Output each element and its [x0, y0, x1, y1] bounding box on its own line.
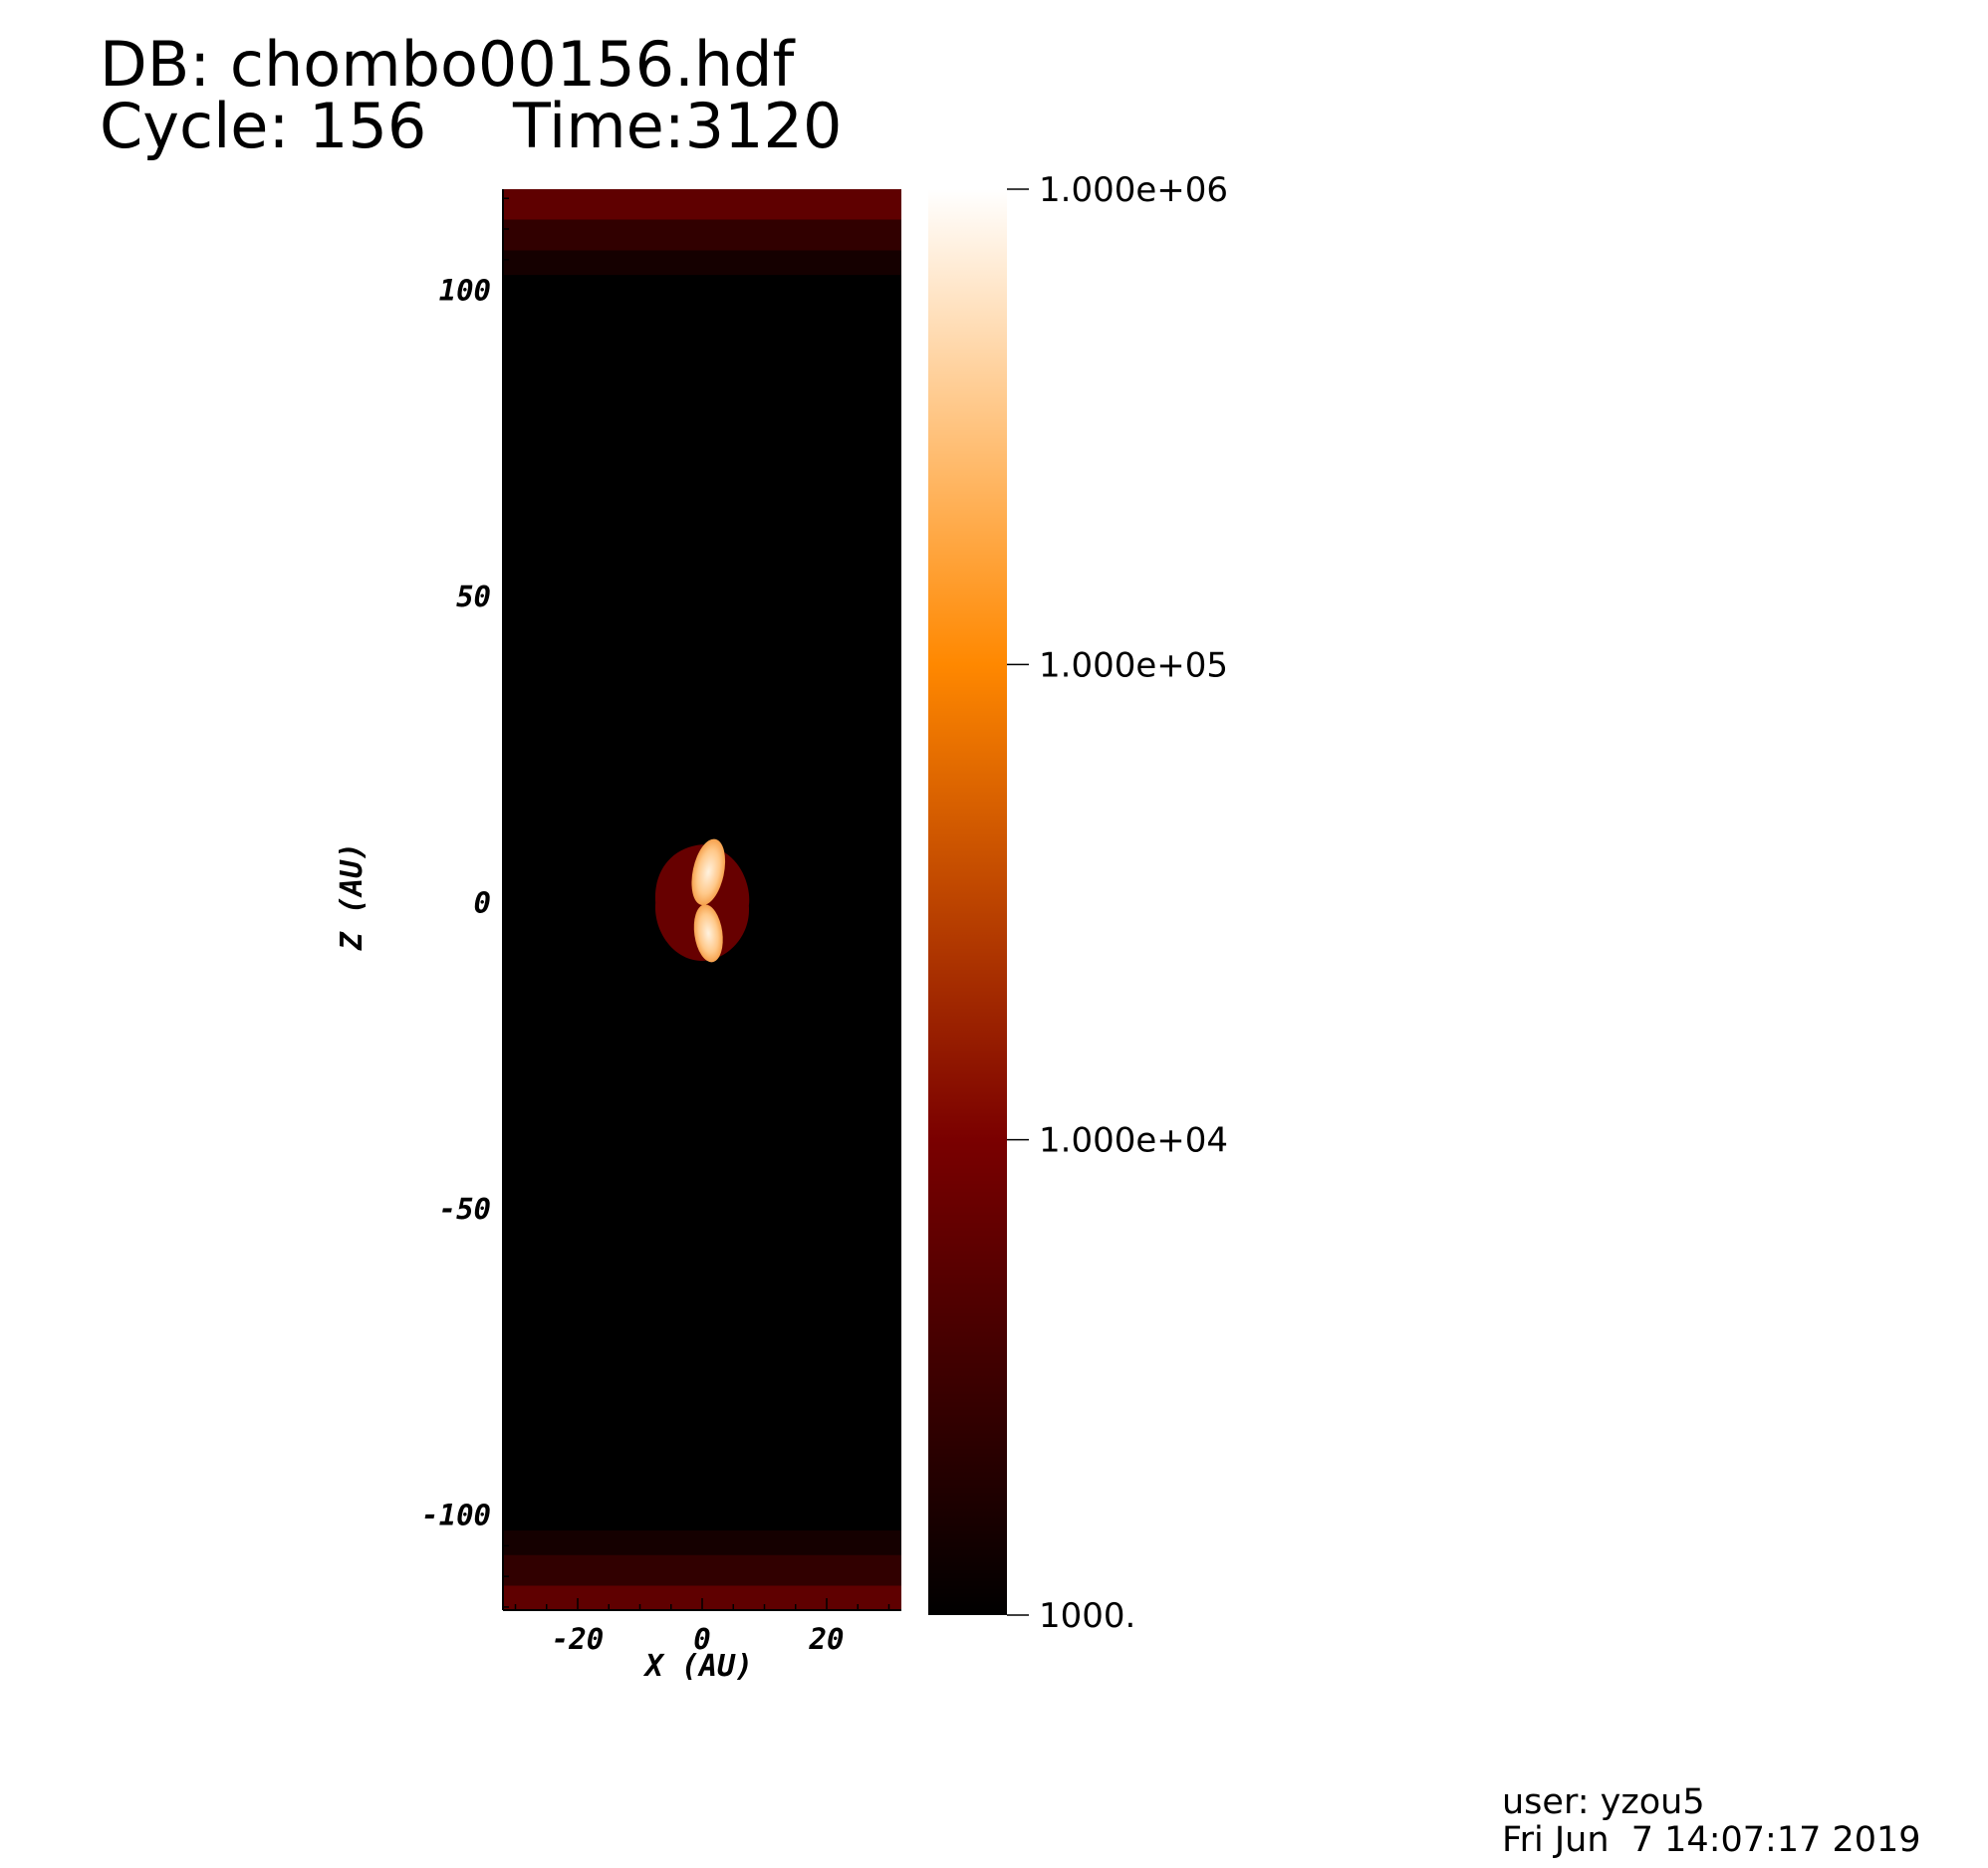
x-axis-title: X (AU): [642, 1649, 753, 1684]
x-tick-label: 20: [809, 1622, 845, 1656]
timestamp-label: Fri Jun 7 14:07:17 2019: [1502, 1820, 1921, 1860]
y-tick-label: 0: [474, 886, 491, 920]
upper-lobe-region: [691, 838, 726, 906]
y-tick-label: -100: [421, 1499, 491, 1532]
colorbar-tick-label: 1.000e+06: [1039, 170, 1228, 210]
y-axis: 100 50 0 -50 -100: [421, 189, 515, 1610]
colorbar-ramp: [928, 189, 1007, 1615]
lower-lobe-region: [693, 904, 723, 963]
y-axis-title: Z (AU): [335, 842, 370, 951]
x-tick-label: -20: [552, 1622, 604, 1656]
time-label: Time:3120: [513, 90, 843, 162]
boundary-band: [503, 1554, 901, 1586]
boundary-band: [503, 189, 901, 220]
database-label: DB: chombo00156.hdf: [100, 28, 795, 101]
colorbar: 1.000e+06 1.000e+05 1.000e+04 1000.: [928, 170, 1228, 1636]
y-tick-label: 100: [439, 273, 491, 307]
boundary-band: [503, 250, 901, 276]
x-tick-label: 0: [693, 1622, 710, 1656]
colorbar-tick-label: 1.000e+05: [1039, 645, 1228, 685]
boundary-band: [503, 1530, 901, 1555]
x-axis: -20 0 20: [503, 1598, 901, 1656]
y-tick-label: 50: [456, 580, 491, 613]
boundary-band: [503, 219, 901, 251]
y-tick-label: -50: [439, 1192, 491, 1226]
colorbar-tick-label: 1000.: [1039, 1596, 1135, 1636]
heatmap-area: [503, 189, 901, 1610]
user-label: user: yzou5: [1502, 1782, 1705, 1822]
cycle-label: Cycle: 156: [100, 90, 427, 162]
colorbar-tick-label: 1.000e+04: [1039, 1121, 1228, 1161]
